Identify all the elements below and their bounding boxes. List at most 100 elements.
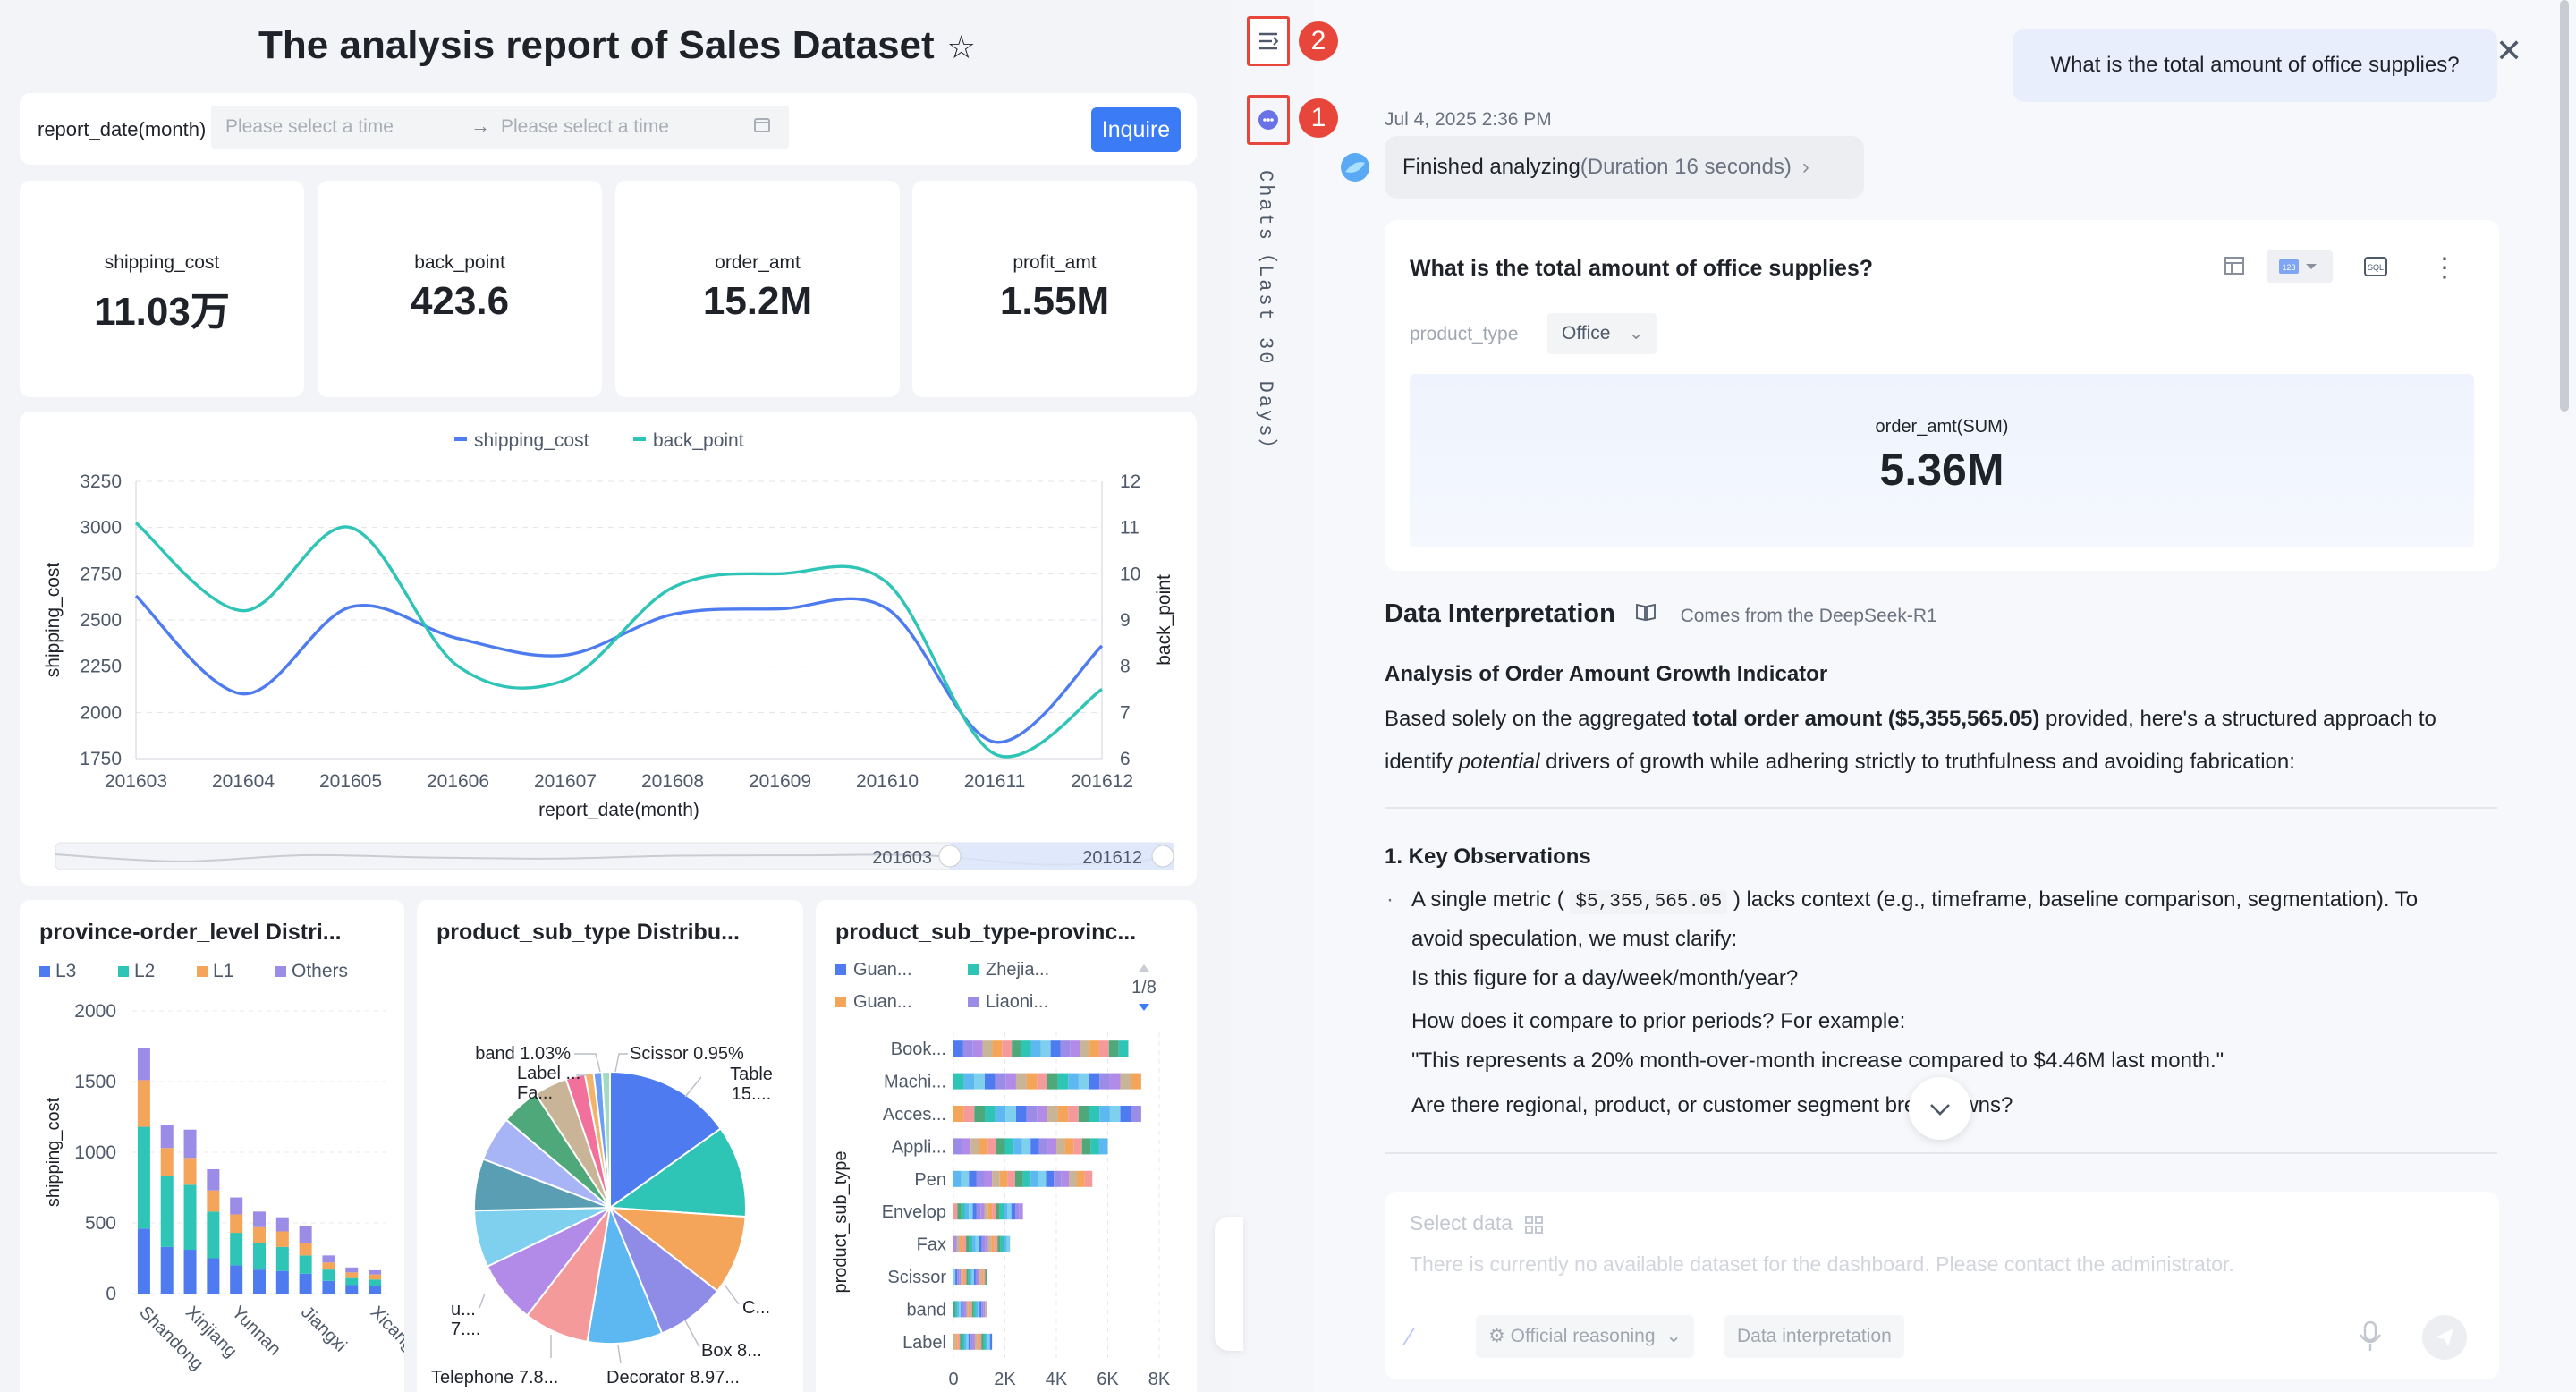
kpi-label: order_amt bbox=[715, 252, 801, 273]
bar-segment bbox=[968, 1269, 970, 1285]
bar-segment bbox=[957, 1301, 960, 1318]
bar-segment bbox=[137, 1228, 150, 1294]
divider bbox=[1385, 1152, 2497, 1154]
kpi-card-shipping-cost: shipping_cost 11.03万 bbox=[20, 181, 304, 397]
bar-segment bbox=[1004, 1235, 1007, 1252]
bar-segment bbox=[1108, 1040, 1119, 1057]
kpi-card-profit-amt: profit_amt 1.55M bbox=[912, 181, 1197, 397]
bar-segment bbox=[992, 1170, 1000, 1187]
sql-icon[interactable]: SQL bbox=[2356, 250, 2395, 283]
bar-segment bbox=[984, 1106, 996, 1122]
interpretation-heading: Analysis of Order Amount Growth Indicato… bbox=[1385, 662, 1828, 686]
chart-type-dropdown[interactable]: 123 bbox=[2267, 250, 2333, 283]
reasoning-mode-select[interactable]: ⚙ Official reasoning ⌄ bbox=[1476, 1315, 1694, 1358]
y-axis-title: product_sub_type bbox=[831, 1150, 851, 1293]
data-interpretation-toggle[interactable]: Data interpretation bbox=[1724, 1315, 1904, 1358]
product-type-select[interactable]: Office ⌄ bbox=[1547, 313, 1657, 354]
y-tick-label: 0 bbox=[106, 1284, 116, 1304]
start-date-input[interactable]: Please select a time bbox=[225, 116, 394, 137]
zoom-slider-handle bbox=[1151, 845, 1174, 868]
y-tick-label: 3250 bbox=[80, 471, 122, 492]
end-date-input[interactable]: Please select a time bbox=[501, 116, 669, 137]
close-icon[interactable]: ✕ bbox=[2496, 32, 2523, 69]
bar-segment bbox=[275, 1231, 289, 1247]
bar-segment bbox=[1030, 1170, 1038, 1187]
bar-segment bbox=[985, 1333, 988, 1350]
y-right-tick-label: 10 bbox=[1120, 564, 1140, 584]
bar-segment bbox=[1019, 1203, 1023, 1220]
chevron-down-icon: ⌄ bbox=[1628, 323, 1644, 344]
bar-segment bbox=[1047, 1138, 1056, 1155]
bar-segment bbox=[322, 1255, 335, 1263]
bar-segment bbox=[345, 1285, 359, 1294]
y-tick-label: 2750 bbox=[80, 564, 122, 584]
zoom-slider-start-label: 201603 bbox=[872, 848, 932, 868]
toggle-history-button[interactable] bbox=[1247, 16, 1290, 66]
kpi-card-order-amt: order_amt 15.2M bbox=[615, 181, 900, 397]
bar-segment bbox=[957, 1269, 960, 1285]
magic-wand-icon[interactable]: ⁄ bbox=[1408, 1322, 1412, 1350]
scroll-down-button[interactable] bbox=[1909, 1077, 1971, 1140]
kpi-value: 11.03万 bbox=[94, 290, 230, 334]
bar-segment bbox=[959, 1269, 962, 1285]
bar-segment bbox=[953, 1073, 964, 1090]
horizontal-bar-chart: Guan... Zhejia... Guan... Liaoni... 1/8 0 2K 4K… bbox=[831, 960, 1171, 1389]
bar-segment bbox=[985, 1235, 988, 1252]
table-view-icon[interactable] bbox=[2215, 250, 2254, 283]
bar-segment bbox=[345, 1277, 359, 1286]
bar-segment bbox=[1120, 1106, 1131, 1122]
bar-segment bbox=[966, 1235, 970, 1252]
bar-segment bbox=[183, 1158, 197, 1185]
chats-button[interactable] bbox=[1247, 95, 1290, 145]
bar-segment bbox=[959, 1301, 962, 1318]
more-options-icon[interactable]: ⋮ bbox=[2431, 253, 2458, 283]
scrollbar[interactable] bbox=[2560, 0, 2569, 412]
bar-segment bbox=[1109, 1106, 1121, 1122]
bar-segment bbox=[975, 1301, 978, 1318]
inquire-button[interactable]: Inquire bbox=[1091, 107, 1181, 152]
bar-segment bbox=[957, 1203, 962, 1220]
date-range-picker[interactable]: Please select a time → Please select a t… bbox=[211, 106, 789, 149]
bar-segment bbox=[955, 1301, 958, 1318]
bar-segment bbox=[207, 1190, 220, 1212]
answer-card: What is the total amount of office suppl… bbox=[1385, 220, 2499, 571]
list-indent-icon bbox=[1259, 32, 1279, 50]
bar-segment bbox=[962, 1138, 971, 1155]
bar-segment bbox=[962, 1333, 964, 1350]
bar-segment bbox=[299, 1255, 312, 1274]
pie-slice bbox=[609, 1070, 723, 1210]
analysis-status[interactable]: Finished analyzing(Duration 16 seconds) › bbox=[1385, 136, 1864, 199]
select-data-button[interactable]: Select data bbox=[1410, 1211, 1545, 1235]
bar-segment bbox=[982, 1040, 993, 1057]
bar-segment bbox=[963, 1333, 967, 1350]
bar-segment bbox=[969, 1203, 973, 1220]
metric-panel: order_amt(SUM) 5.36M bbox=[1410, 374, 2474, 547]
bar-segment bbox=[1118, 1040, 1129, 1057]
chat-rail bbox=[1229, 0, 1313, 1392]
legend-label: Others bbox=[292, 961, 348, 981]
kpi-value: 1.55M bbox=[999, 279, 1110, 323]
bar-segment bbox=[979, 1269, 982, 1285]
bar-segment bbox=[979, 1301, 982, 1318]
filter-label: report_date(month) bbox=[38, 118, 207, 140]
x-tick-label: 201611 bbox=[964, 771, 1026, 792]
x-tick-label: 201606 bbox=[427, 771, 489, 792]
pie-slice bbox=[600, 1070, 611, 1209]
message-timestamp: Jul 4, 2025 2:36 PM bbox=[1385, 109, 1552, 130]
bar-segment bbox=[1060, 1040, 1071, 1057]
calendar-icon[interactable] bbox=[753, 115, 771, 139]
bar-segment bbox=[299, 1226, 312, 1243]
assistant-avatar bbox=[1340, 152, 1370, 187]
send-button[interactable] bbox=[2422, 1315, 2467, 1360]
pie-slice bbox=[586, 1204, 664, 1345]
chat-input[interactable]: Select data There is currently no availa… bbox=[1385, 1192, 2499, 1379]
favorite-star-icon[interactable]: ☆ bbox=[946, 29, 976, 65]
chevron-down-icon bbox=[1930, 1104, 1950, 1116]
microphone-icon[interactable] bbox=[2354, 1317, 2386, 1361]
bar-segment bbox=[230, 1214, 243, 1234]
collapse-tab[interactable] bbox=[1215, 1217, 1243, 1351]
bar-segment bbox=[981, 1301, 984, 1318]
zoom-slider-end-label: 201612 bbox=[1082, 848, 1142, 868]
bar-segment bbox=[970, 1269, 972, 1285]
x-tick-label: 2K bbox=[994, 1370, 1016, 1389]
